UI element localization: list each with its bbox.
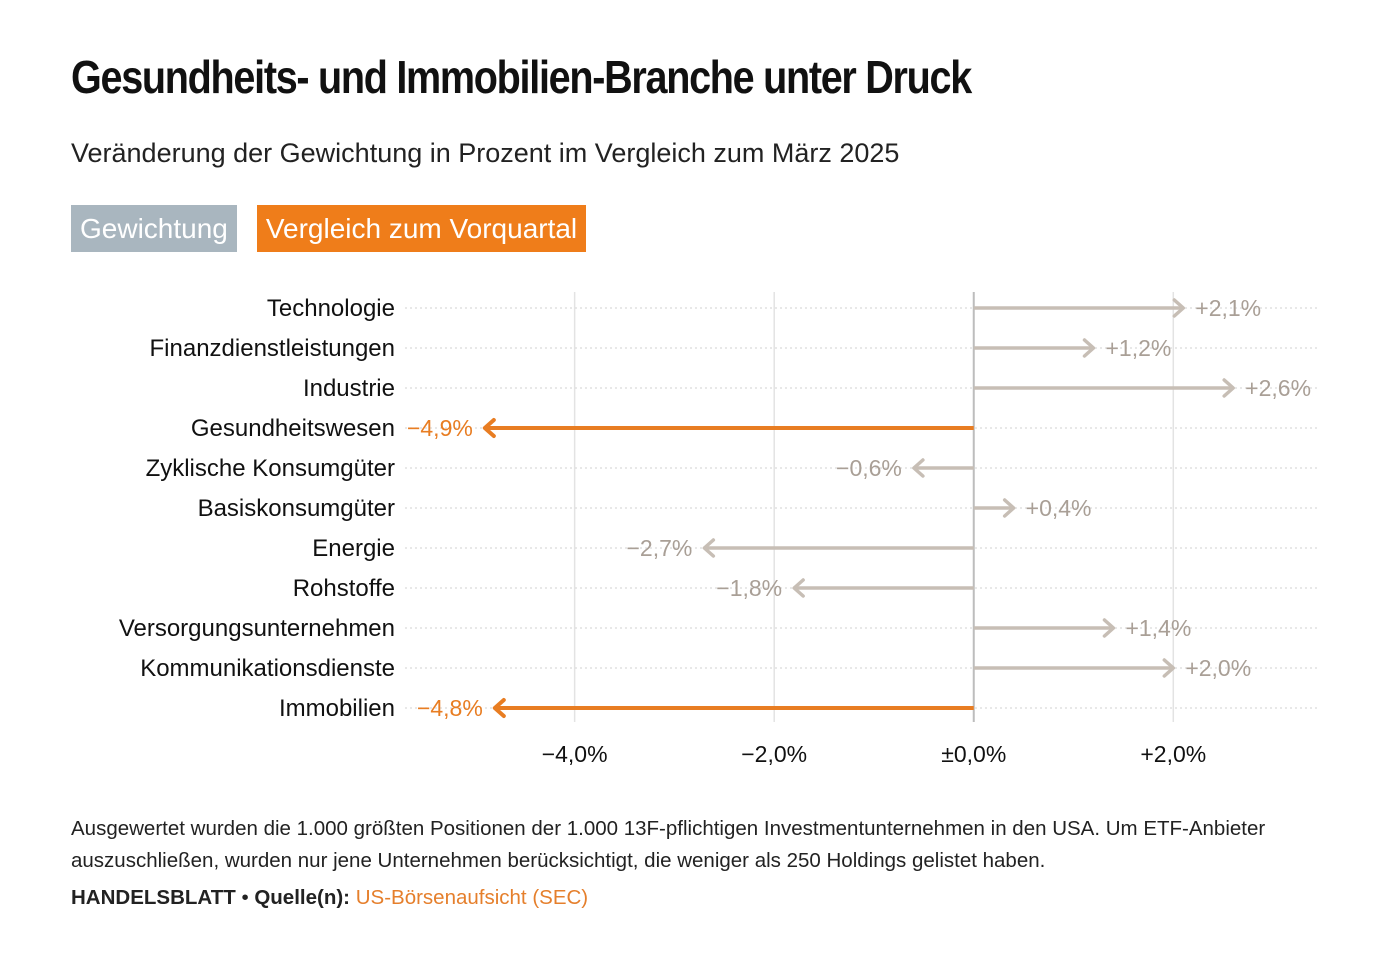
arrowhead-0 — [1172, 298, 1186, 318]
category-label: Basiskonsumgüter — [198, 495, 395, 522]
x-tick-label: −4,0% — [542, 741, 608, 767]
category-label: Industrie — [303, 375, 395, 402]
value-label: +2,0% — [1185, 655, 1251, 681]
value-label: +2,6% — [1245, 375, 1311, 401]
category-label: Versorgungsunternehmen — [119, 615, 395, 642]
source-value[interactable]: US-Börsenaufsicht (SEC) — [355, 886, 589, 909]
view-tabs: Gewichtung Vergleich zum Vorquartal — [71, 205, 587, 252]
category-label: Technologie — [267, 295, 395, 322]
tab-vergleich-vorquartal[interactable]: Vergleich zum Vorquartal — [256, 205, 587, 252]
value-label: −2,7% — [626, 535, 692, 561]
category-label: Rohstoffe — [293, 575, 395, 602]
value-label: −4,8% — [417, 695, 483, 721]
value-label: −1,8% — [716, 575, 782, 601]
publisher-brand: HANDELSBLATT — [71, 886, 236, 909]
source-label: Quelle(n): — [254, 886, 351, 909]
value-label: +1,4% — [1125, 615, 1191, 641]
arrowhead-10 — [492, 698, 506, 718]
value-label: +1,2% — [1105, 335, 1171, 361]
arrowhead-2 — [1222, 378, 1235, 398]
category-label: Energie — [312, 535, 395, 562]
category-label: Gesundheitswesen — [191, 415, 395, 442]
arrowhead-7 — [792, 578, 805, 598]
arrowhead-1 — [1082, 338, 1096, 358]
x-tick-label: −2,0% — [741, 741, 807, 767]
arrowhead-9 — [1162, 658, 1176, 678]
source-line: HANDELSBLATT • Quelle(n): US-Börsenaufsi… — [71, 886, 588, 910]
arrowhead-4 — [912, 458, 925, 478]
x-tick-label: +2,0% — [1140, 741, 1206, 767]
value-label: −0,6% — [836, 455, 902, 481]
chart-subtitle: Veränderung der Gewichtung in Prozent im… — [71, 138, 900, 168]
category-label: Kommunikationsdienste — [140, 655, 395, 682]
value-label: −4,9% — [407, 415, 473, 441]
chart-title: Gesundheits- und Immobilien-Branche unte… — [71, 51, 972, 103]
arrow-bar-chart: −4,0% −2,0% ±0,0% +2,0% Technologie +2,1% Fina… — [119, 292, 1318, 767]
arrowhead-6 — [702, 538, 716, 558]
category-label: Zyklische Konsumgüter — [146, 455, 395, 482]
arrowhead-8 — [1102, 618, 1116, 638]
source-separator: • — [241, 886, 249, 909]
category-label: Immobilien — [279, 695, 395, 722]
value-label: +2,1% — [1195, 295, 1261, 321]
category-label: Finanzdienstleistungen — [150, 335, 396, 362]
x-tick-label: ±0,0% — [941, 741, 1006, 767]
footnote: Ausgewertet wurden die 1.000 größten Pos… — [71, 817, 1266, 872]
tab-gewichtung[interactable]: Gewichtung — [71, 205, 237, 252]
arrowhead-3 — [482, 418, 496, 438]
value-label: +0,4% — [1026, 495, 1092, 521]
arrowhead-5 — [1002, 498, 1016, 518]
